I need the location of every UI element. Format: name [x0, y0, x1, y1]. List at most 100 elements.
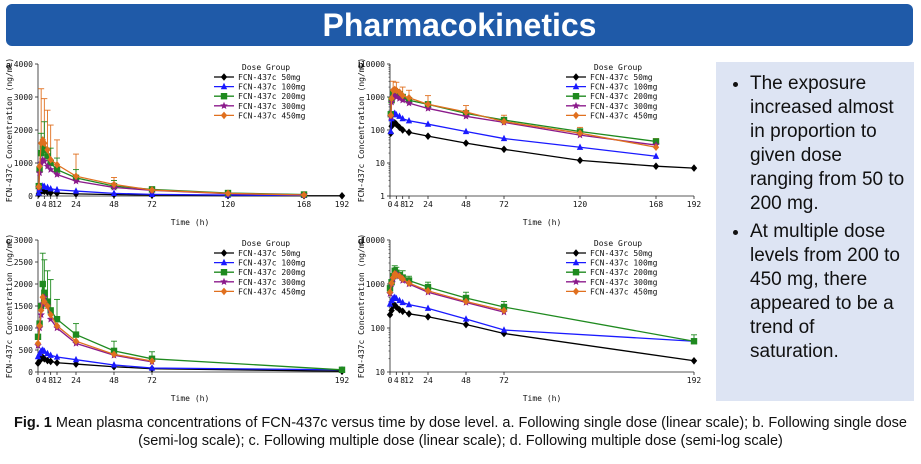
- x-tick-label: 4: [42, 376, 47, 385]
- data-point-50mg: [338, 191, 346, 200]
- data-point-450mg: [110, 180, 118, 189]
- x-tick-label: 24: [71, 376, 81, 385]
- legend-entry: FCN-437c 450mg: [238, 287, 306, 296]
- data-point-450mg: [386, 288, 394, 297]
- x-tick-label: 192: [335, 376, 350, 385]
- legend-entry: FCN-437c 50mg: [238, 249, 301, 258]
- caption-text: Mean plasma concentrations of FCN-437c v…: [51, 415, 907, 449]
- data-point-50mg: [652, 162, 660, 170]
- data-point-50mg: [576, 156, 584, 165]
- legend-entry: FCN-437c 100mg: [590, 83, 658, 92]
- y-tick-label: 0: [28, 368, 33, 377]
- legend-title: Dose Group: [594, 239, 642, 248]
- x-tick-label: 168: [297, 200, 312, 209]
- legend-entry: FCN-437c 100mg: [238, 259, 306, 268]
- x-tick-label: 72: [147, 376, 157, 385]
- y-tick-label: 100: [371, 126, 386, 135]
- legend-entry: FCN-437c 100mg: [590, 259, 658, 268]
- x-tick-label: 168: [649, 200, 664, 209]
- data-point-50mg: [41, 187, 48, 196]
- x-tick-label: 8: [48, 376, 53, 385]
- x-tick-label: 8: [400, 200, 405, 209]
- chart-panel-d: d 10 100 1000 10000 0 4 8 12 24 48 72 192 Time (h) FCN…: [352, 232, 702, 412]
- x-tick-label: 48: [461, 376, 471, 385]
- data-point-100mg: [35, 189, 42, 196]
- legend-marker: [572, 73, 580, 81]
- data-point-50mg: [396, 123, 403, 132]
- data-point-300mg: [462, 112, 470, 120]
- data-point-100mg: [387, 127, 394, 135]
- data-point-50mg: [462, 320, 470, 329]
- data-point-100mg: [386, 300, 394, 307]
- y-tick-label: 2000: [14, 126, 33, 135]
- y-tick-label: 4000: [14, 60, 33, 69]
- data-point-100mg: [396, 296, 403, 304]
- data-point-200mg: [690, 338, 698, 345]
- x-tick-label: 24: [423, 200, 433, 209]
- data-point-200mg: [72, 331, 80, 338]
- data-point-200mg: [47, 307, 54, 314]
- data-point-450mg: [148, 186, 156, 194]
- series-line-100mg: [389, 296, 695, 342]
- x-tick-label: 0: [388, 376, 393, 385]
- legend-title: Dose Group: [594, 63, 642, 72]
- legend-marker: [572, 277, 580, 286]
- data-point-200mg: [39, 143, 46, 150]
- x-tick-label: 120: [221, 200, 236, 209]
- series-line-450mg: [38, 138, 305, 196]
- data-point-100mg: [47, 184, 54, 192]
- data-point-50mg: [405, 128, 413, 137]
- legend-entry: FCN-437c 200mg: [238, 268, 306, 277]
- legend-entry: FCN-437c 300mg: [238, 102, 306, 111]
- data-point-450mg: [424, 287, 432, 295]
- x-tick-label: 12: [52, 200, 62, 209]
- legend-marker: [220, 258, 228, 266]
- data-point-50mg: [500, 329, 508, 338]
- data-point-450mg: [224, 189, 232, 198]
- data-point-450mg: [300, 191, 308, 199]
- y-tick-label: 10: [375, 159, 385, 168]
- data-point-200mg: [37, 149, 45, 157]
- chart-panel-a: a 0 1000 2000 3000 4000 0 4 8 12 24 48 72 120 168 192 Ti…: [0, 56, 350, 236]
- data-point-100mg: [47, 351, 54, 358]
- y-tick-label: 0: [28, 192, 33, 201]
- data-point-100mg: [424, 120, 432, 127]
- data-point-450mg: [53, 160, 61, 169]
- x-tick-label: 12: [404, 200, 414, 209]
- data-point-50mg: [690, 356, 698, 365]
- legend-entry: FCN-437c 200mg: [238, 92, 306, 101]
- data-point-100mg: [500, 326, 508, 333]
- legend-marker: [572, 269, 580, 276]
- y-tick-label: 2500: [14, 258, 33, 267]
- data-point-450mg: [388, 94, 395, 103]
- legend-title: Dose Group: [242, 239, 290, 248]
- y-tick-label: 10000: [361, 60, 385, 69]
- data-point-450mg: [405, 279, 413, 287]
- y-tick-label: 1500: [14, 302, 33, 311]
- data-point-450mg: [396, 272, 403, 281]
- data-point-50mg: [72, 190, 80, 198]
- data-point-100mg: [462, 315, 470, 322]
- y-tick-label: 3000: [14, 93, 33, 102]
- x-tick-label: 12: [404, 376, 414, 385]
- legend-marker: [220, 82, 228, 90]
- data-point-100mg: [424, 304, 432, 311]
- x-tick-label: 72: [147, 200, 157, 209]
- data-point-450mg: [652, 143, 660, 152]
- legend-entry: FCN-437c 200mg: [590, 268, 658, 277]
- data-point-100mg: [72, 355, 80, 363]
- legend-marker: [572, 111, 580, 120]
- data-point-100mg: [110, 189, 118, 196]
- data-point-50mg: [500, 145, 508, 154]
- x-tick-label: 4: [394, 200, 399, 209]
- data-point-50mg: [53, 358, 61, 367]
- figure-number: Fig. 1: [14, 415, 52, 431]
- legend-marker: [572, 287, 580, 296]
- data-point-100mg: [72, 187, 80, 194]
- legend-entry: FCN-437c 450mg: [590, 287, 658, 296]
- title-banner: Pharmacokinetics: [6, 4, 913, 46]
- y-axis-label: FCN-437c Concentration (ng/mL): [5, 58, 14, 203]
- data-point-300mg: [72, 177, 80, 185]
- x-tick-label: 8: [400, 376, 405, 385]
